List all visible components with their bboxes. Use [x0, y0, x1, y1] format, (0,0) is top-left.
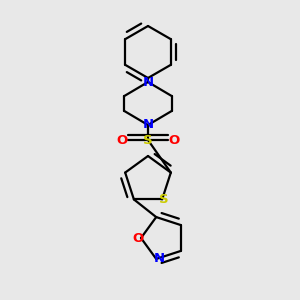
Text: S: S [143, 134, 153, 146]
Text: N: N [142, 76, 154, 88]
Text: S: S [159, 193, 169, 206]
Text: N: N [154, 252, 165, 266]
Text: O: O [116, 134, 128, 146]
Text: N: N [142, 118, 154, 131]
Text: O: O [132, 232, 144, 244]
Text: O: O [168, 134, 180, 146]
